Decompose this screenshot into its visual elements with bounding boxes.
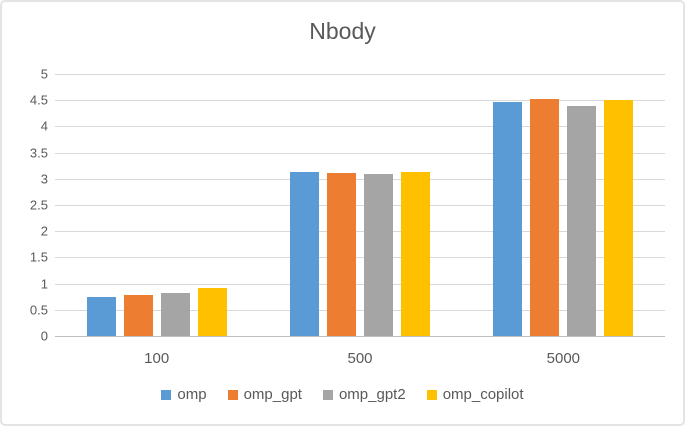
bar-omp_copilot-100 (197, 287, 227, 336)
legend-label: omp_copilot (442, 386, 524, 403)
y-axis-tick-label: 2 (40, 223, 48, 239)
gridline (55, 126, 665, 128)
legend-swatch-icon (322, 389, 333, 400)
x-axis-line (55, 336, 665, 337)
gridline (55, 205, 665, 206)
legend-label: omp (177, 386, 207, 403)
y-axis-tick-label: 1 (40, 276, 48, 292)
gridline (55, 74, 665, 75)
legend-swatch-icon (227, 389, 238, 400)
bar-omp_copilot-5000 (604, 100, 634, 336)
chart-title: Nbody (309, 18, 376, 44)
legend-label: omp_gpt2 (338, 386, 406, 403)
bar-omp_gpt2-500 (364, 173, 393, 336)
bar-omp_gpt-5000 (530, 99, 560, 336)
legend-swatch-icon (161, 389, 172, 400)
y-axis-tick-label: 4 (40, 118, 48, 134)
bar-omp-500 (290, 171, 319, 336)
x-axis-tick-label: 100 (144, 350, 170, 367)
bar-omp_gpt2-100 (160, 293, 190, 336)
y-axis-tick-label: 1.5 (29, 249, 48, 265)
legend-item-omp_gpt2: omp_gpt2 (322, 386, 406, 403)
y-axis-tick-label: 0 (40, 328, 48, 344)
legend: omp omp_gpt omp_gpt2 omp_copilot (2, 386, 683, 403)
x-axis-tick-label: 5000 (546, 350, 581, 367)
gridline (55, 283, 665, 285)
gridline (55, 309, 665, 311)
y-axis-tick-label: 3 (40, 171, 48, 187)
bar-omp_gpt-100 (123, 295, 153, 336)
legend-label: omp_gpt (243, 386, 302, 403)
y-axis-tick-label: 3.5 (29, 145, 48, 161)
bar-omp-100 (86, 296, 116, 336)
y-axis-tick-label: 0.5 (29, 302, 48, 318)
bar-omp_gpt-500 (327, 173, 356, 336)
gridline (55, 178, 665, 180)
bar-omp_gpt2-5000 (567, 106, 597, 336)
y-axis-tick-label: 5 (40, 66, 48, 82)
gridline (55, 100, 665, 102)
gridline (55, 231, 665, 233)
legend-item-omp: omp (161, 386, 207, 403)
y-axis-tick-label: 2.5 (29, 197, 48, 213)
x-axis-tick-label: 500 (347, 350, 373, 367)
gridline (55, 152, 665, 154)
legend-item-omp_copilot: omp_copilot (426, 386, 524, 403)
legend-item-omp_gpt: omp_gpt (227, 386, 302, 403)
bar-omp_copilot-500 (401, 171, 430, 336)
gridline (55, 257, 665, 259)
y-axis-tick-label: 4.5 (29, 92, 48, 108)
legend-swatch-icon (426, 389, 437, 400)
bar-omp-5000 (493, 101, 523, 336)
